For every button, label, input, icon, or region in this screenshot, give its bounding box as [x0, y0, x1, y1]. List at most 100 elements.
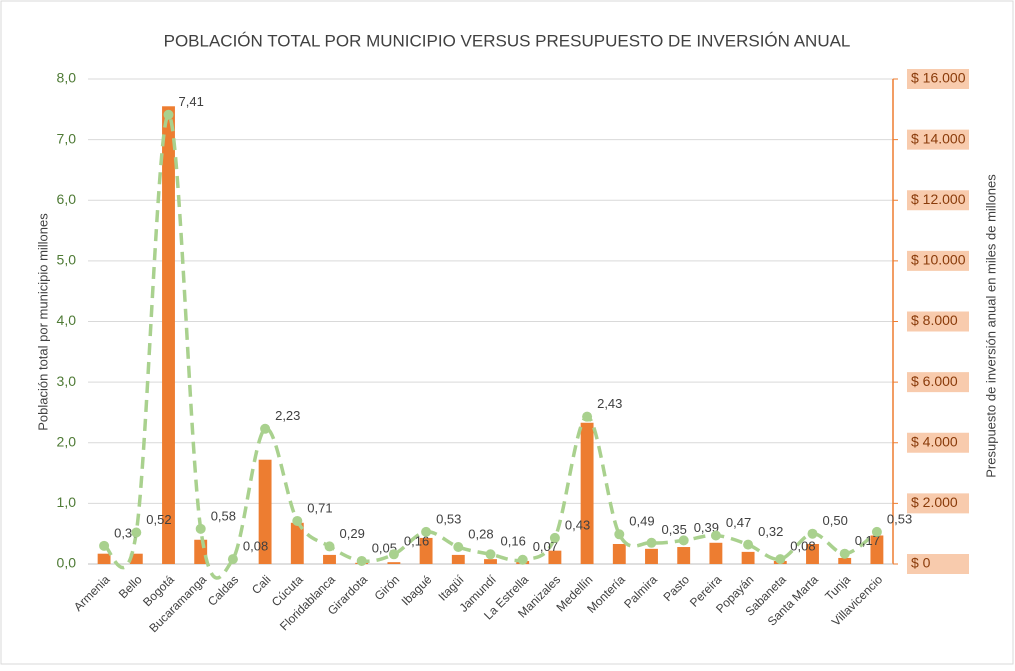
marker [582, 411, 593, 422]
data-label: 0,32 [758, 524, 783, 539]
data-label: 0,39 [694, 520, 719, 535]
bar [548, 550, 562, 564]
y2-tick-label: $ 10.000 [911, 252, 966, 268]
data-label: 0,17 [855, 533, 880, 548]
y-tick-label: 1,0 [57, 494, 77, 510]
bar [484, 559, 497, 564]
marker [260, 423, 271, 434]
marker [388, 549, 399, 560]
bar [870, 535, 884, 564]
data-label: 0,28 [468, 526, 493, 541]
y-tick-label: 2,0 [57, 433, 77, 449]
data-label: 0,16 [404, 534, 429, 549]
y-tick-label: 4,0 [57, 312, 77, 328]
y2-tick-bg [907, 554, 969, 574]
marker [99, 540, 110, 551]
data-label: 0,08 [790, 539, 815, 554]
data-label: 0,29 [340, 526, 365, 541]
y2-tick-bg [907, 311, 969, 332]
marker [163, 109, 174, 120]
marker [807, 528, 818, 539]
bar [97, 553, 111, 564]
bar [162, 106, 175, 564]
marker [485, 549, 496, 560]
y-axis-label: Población total por municipio millones [35, 213, 50, 431]
data-label: 0,35 [662, 522, 687, 537]
y2-tick-label: $ 4.000 [911, 433, 958, 449]
marker [195, 523, 206, 534]
bar [580, 422, 594, 564]
y-tick-label: 0,0 [57, 555, 77, 571]
marker [646, 537, 657, 548]
marker [517, 554, 528, 565]
y2-tick-label: $ 0 [911, 555, 931, 571]
bar [258, 459, 272, 564]
marker [743, 539, 754, 550]
bar [290, 522, 304, 564]
bar [419, 537, 433, 564]
data-label: 0,58 [211, 508, 236, 523]
y-tick-label: 5,0 [57, 252, 77, 268]
y-tick-label: 8,0 [57, 70, 77, 86]
marker [678, 535, 689, 546]
y2-tick-label: $ 8.000 [911, 312, 958, 328]
bar [709, 542, 723, 564]
marker [614, 529, 625, 540]
data-label: 0,50 [823, 513, 848, 528]
y-tick-label: 6,0 [57, 191, 77, 207]
y2-tick-bg [907, 432, 969, 453]
data-label: 0,52 [146, 512, 171, 527]
bar [451, 554, 465, 564]
data-label: 0,07 [533, 539, 558, 554]
y-tick-label: 7,0 [57, 130, 77, 146]
data-label: 0,53 [436, 511, 461, 526]
data-label: 0,43 [565, 517, 590, 532]
marker [549, 532, 560, 543]
data-label: 0,53 [887, 511, 912, 526]
y2-tick-bg [907, 372, 969, 393]
y2-tick-bg [907, 493, 969, 514]
y-tick-label: 3,0 [57, 373, 77, 389]
marker [710, 530, 721, 541]
bar [741, 551, 755, 564]
data-label: 0,71 [307, 500, 332, 515]
y2-tick-label: $ 2.000 [911, 494, 958, 510]
chart-title: POBLACIÓN TOTAL POR MUNICIPIO VERSUS PRE… [164, 31, 851, 50]
y2-axis-label: Presupuesto de inversión anual en miles … [983, 174, 998, 478]
data-label: 2,43 [597, 396, 622, 411]
data-label: 0,16 [501, 534, 526, 549]
marker [356, 555, 367, 566]
y2-tick-label: $ 6.000 [911, 373, 958, 389]
y2-tick-bg [907, 250, 969, 271]
marker [324, 541, 335, 552]
data-label: 7,41 [179, 94, 204, 109]
y2-tick-label: $ 14.000 [911, 130, 966, 146]
data-label: 0,47 [726, 515, 751, 530]
marker [421, 526, 432, 537]
bar [129, 553, 143, 564]
marker [871, 526, 882, 537]
y2-tick-label: $ 12.000 [911, 191, 966, 207]
bar [645, 548, 658, 564]
data-label: 0,49 [629, 514, 654, 529]
bar [838, 557, 852, 564]
bar [387, 562, 401, 564]
marker [292, 515, 303, 526]
marker [131, 527, 142, 538]
bar [323, 554, 336, 564]
bar [677, 547, 691, 564]
y2-tick-label: $ 16.000 [911, 70, 966, 86]
data-label: 0,08 [243, 539, 268, 554]
marker [775, 554, 786, 565]
y2-tick-bg [907, 129, 969, 150]
y2-tick-bg [907, 190, 969, 211]
bar [806, 543, 819, 564]
marker [839, 548, 850, 559]
data-label: 2,23 [275, 408, 300, 423]
marker [453, 542, 464, 553]
marker [227, 554, 238, 565]
bar [612, 543, 626, 564]
y2-tick-bg [907, 69, 969, 89]
